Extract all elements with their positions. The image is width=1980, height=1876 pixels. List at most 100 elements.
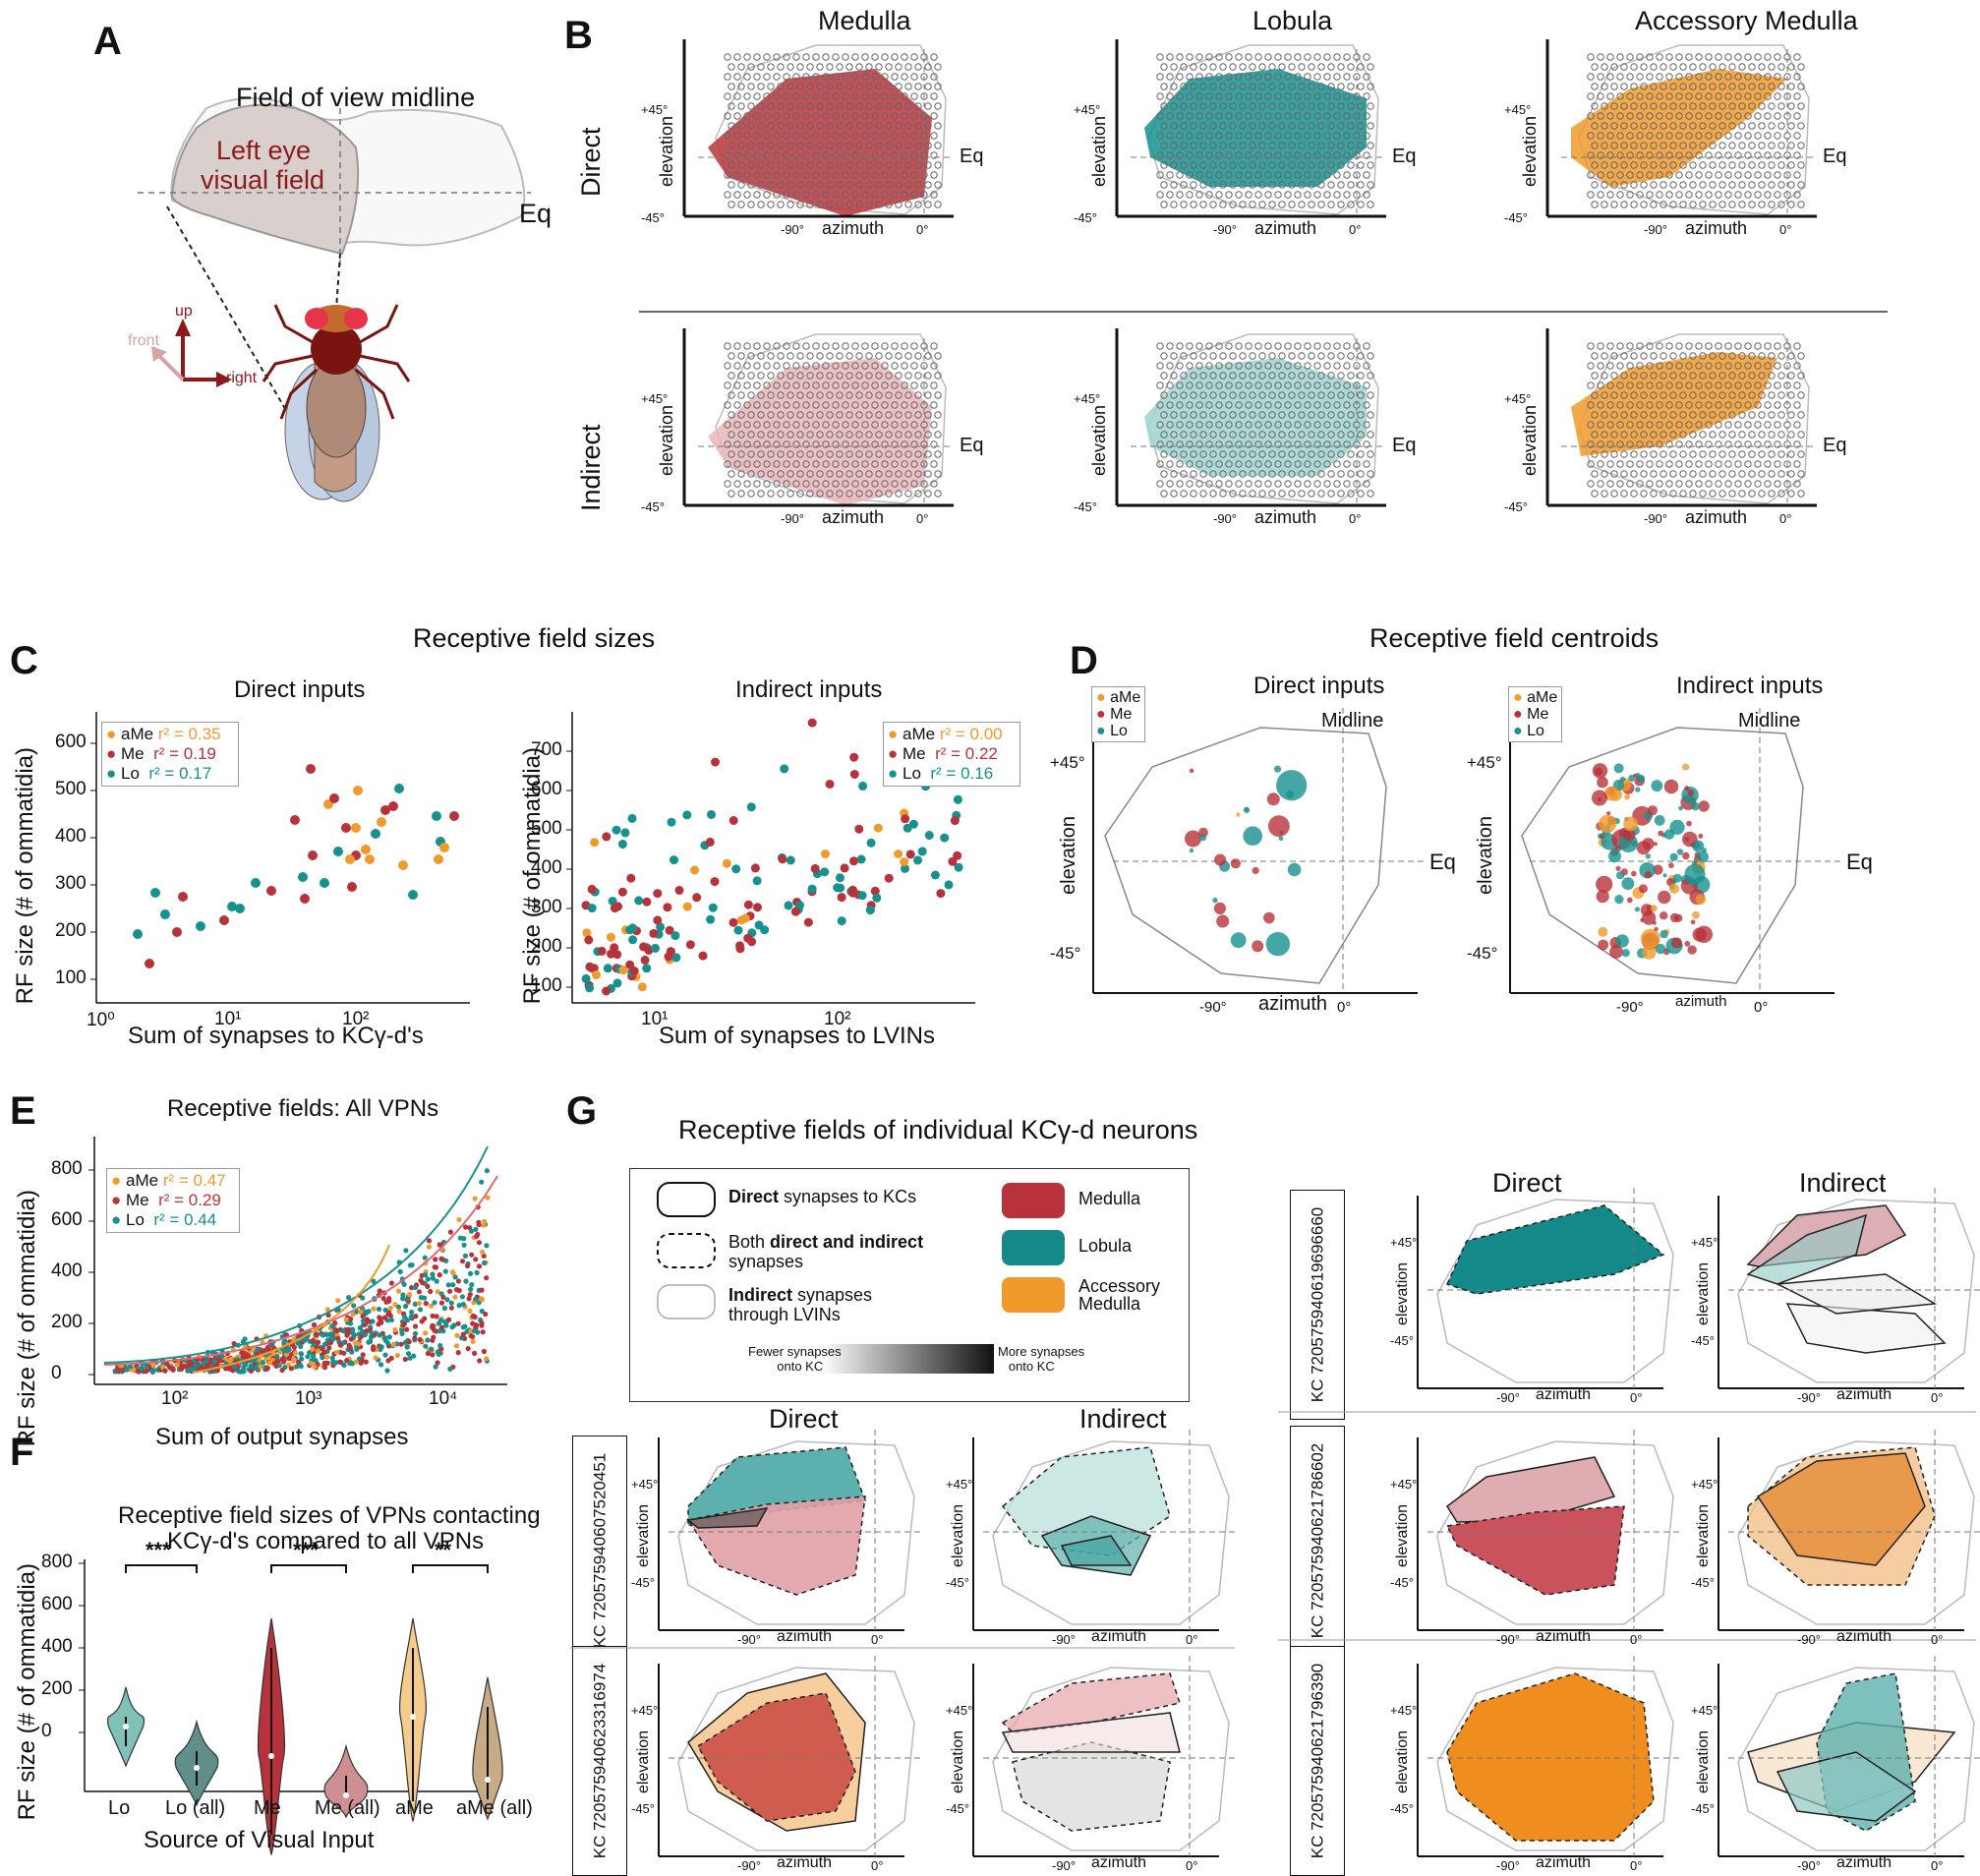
ommatidium-dot — [1669, 122, 1677, 130]
ommatidium-dot — [826, 83, 834, 90]
ommatidium-dot — [1646, 112, 1654, 120]
ommatidium-dot — [1225, 191, 1233, 199]
ommatidium-dot — [1308, 372, 1315, 380]
ommatidium-dot — [924, 181, 932, 189]
ommatidium-dot — [1620, 372, 1628, 380]
ommatidium-dot — [1636, 421, 1644, 429]
ommatidium-dot — [1734, 480, 1742, 488]
ommatidium-dot — [865, 372, 873, 380]
ommatidium-dot — [1777, 63, 1785, 71]
e-data-point — [405, 1351, 412, 1357]
ommatidium-dot — [1689, 63, 1697, 71]
ommatidium-dot — [1258, 470, 1266, 478]
ommatidium-dot — [1626, 171, 1634, 179]
e-data-point — [360, 1314, 366, 1319]
ommatidium-dot — [1245, 132, 1252, 140]
c2-data-point — [837, 893, 846, 903]
ommatidium-dot — [1715, 191, 1722, 199]
ommatidium-dot — [1219, 450, 1227, 458]
kc-rf-polygon — [687, 1446, 867, 1527]
ommatidium-dot — [861, 112, 869, 120]
c2-data-point — [587, 964, 597, 973]
ommatidium-dot — [1205, 171, 1213, 179]
e-data-point — [465, 1346, 471, 1352]
d-centroid-bubble — [1654, 926, 1659, 932]
ommatidium-dot — [1229, 181, 1237, 189]
ommatidium-dot — [934, 411, 942, 419]
c2-data-point — [836, 873, 844, 883]
e-data-point — [140, 1366, 146, 1372]
ommatidium-dot — [1166, 440, 1174, 448]
ommatidium-dot — [1630, 63, 1638, 71]
ommatidium-dot — [724, 112, 731, 120]
ommatidium-dot — [1195, 73, 1203, 81]
ommatidium-dot — [812, 440, 820, 448]
ommatidium-dot — [865, 470, 873, 478]
field-of-view-title: Field of view midline — [236, 83, 476, 112]
c2-data-point — [854, 824, 864, 834]
ommatidium-dot — [1215, 73, 1223, 81]
ommatidium-dot — [1656, 151, 1663, 159]
ommatidium-dot — [733, 151, 741, 159]
ommatidium-dot — [1774, 401, 1781, 409]
ommatidium-dot — [1650, 63, 1658, 71]
ommatidium-dot — [1689, 83, 1697, 90]
c2-data-point — [731, 864, 741, 874]
ommatidium-dot — [881, 132, 889, 140]
ommatidium-dot — [1156, 92, 1164, 100]
kc-field-outline — [1436, 1440, 1674, 1625]
ommatidium-dot — [1264, 381, 1272, 389]
ommatidium-dot — [904, 470, 912, 478]
e-data-point — [334, 1327, 340, 1334]
d-field-outline — [1104, 727, 1387, 984]
ommatidium-dot — [1294, 191, 1302, 199]
ommatidium-dot — [1650, 450, 1658, 458]
ommatidium-dot — [786, 391, 794, 399]
e-fit-me — [103, 1175, 498, 1366]
c2-data-point — [733, 925, 743, 935]
eq-label: Eq — [1823, 435, 1847, 456]
ommatidium-dot — [875, 83, 883, 90]
ommatidium-dot — [1160, 391, 1168, 399]
ommatidium-dot — [747, 470, 755, 478]
e-data-point — [388, 1317, 394, 1323]
e-data-point — [259, 1348, 264, 1354]
ommatidium-dot — [1215, 151, 1223, 159]
ommatidium-dot — [1787, 142, 1795, 149]
ommatidium-dot — [910, 92, 918, 100]
ommatidium-dot — [826, 450, 834, 458]
ommatidium-dot — [1774, 440, 1781, 448]
ommatidium-dot — [1650, 391, 1658, 399]
c1-data-point — [434, 854, 443, 864]
ommatidium-dot — [1626, 440, 1634, 448]
ommatidium-dot — [767, 450, 775, 458]
ommatidium-dot — [737, 411, 745, 419]
e-data-point — [479, 1179, 485, 1185]
ommatidium-dot — [1284, 53, 1292, 61]
ommatidium-dot — [1323, 460, 1331, 468]
ommatidium-dot — [1323, 191, 1331, 199]
ommatidium-dot — [1239, 63, 1247, 71]
ommatidium-dot — [924, 83, 932, 90]
ommatidium-dot — [1626, 92, 1634, 100]
ommatidium-dot — [737, 83, 745, 90]
ommatidium-dot — [1734, 421, 1742, 429]
d-centroid-bubble — [1687, 790, 1695, 796]
ommatidium-dot — [753, 171, 761, 179]
ommatidium-dot — [1718, 352, 1726, 360]
e-data-point — [343, 1317, 349, 1322]
ommatidium-dot — [1597, 362, 1604, 370]
ommatidium-dot — [1249, 352, 1256, 360]
ommatidium-dot — [1709, 83, 1717, 90]
e-data-point — [446, 1317, 452, 1322]
ommatidium-dot — [1754, 132, 1762, 140]
e-data-point — [460, 1324, 466, 1330]
d-centroid-bubble — [1660, 911, 1668, 920]
ommatidium-dot — [1636, 401, 1644, 409]
ommatidium-dot — [1728, 122, 1736, 130]
c2-data-point — [670, 855, 678, 865]
ommatidium-dot — [1176, 73, 1184, 81]
ommatidium-dot — [1327, 102, 1335, 110]
ommatidium-dot — [1205, 112, 1213, 120]
e-data-point — [366, 1339, 372, 1345]
